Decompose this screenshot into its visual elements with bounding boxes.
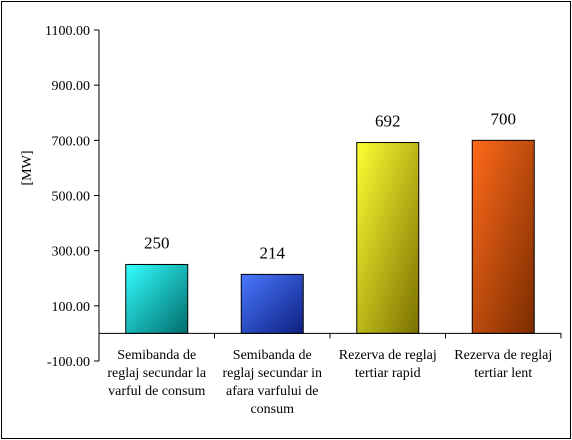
- x-axis: Semibanda de reglaj secundar la varful de …: [98, 332, 562, 417]
- data-label: 700: [491, 109, 517, 128]
- y-tick-label: 700.00: [52, 134, 91, 149]
- x-tick-label: Semibanda de reglaj secundar in afara varf…: [222, 348, 322, 417]
- x-tick-label: Rezerva de reglaj tertiar lent: [454, 348, 552, 381]
- bar: [240, 273, 304, 334]
- y-tick-label: -100.00: [47, 355, 90, 370]
- y-tick-label: 100.00: [52, 300, 91, 315]
- x-tick-label: Rezerva de reglaj tertiar rapid: [339, 348, 437, 381]
- y-tick-label: 300.00: [52, 245, 91, 260]
- bar: [356, 142, 420, 334]
- bars: 250 214 692 700: [125, 109, 535, 334]
- y-tick-label: 900.00: [52, 79, 91, 94]
- x-tick-label: Semibanda de reglaj secundar la varful de …: [107, 348, 207, 399]
- y-axis-label: [MW]: [20, 151, 35, 186]
- data-label: 214: [260, 243, 286, 262]
- bar: [125, 263, 189, 334]
- y-tick-label: 500.00: [52, 190, 91, 205]
- data-label: 692: [375, 112, 401, 131]
- y-axis: -100.00 100.00 300.00 500.00 700.00 900.00 110…: [45, 24, 100, 370]
- bar: [471, 139, 535, 334]
- y-tick-label: 1100.00: [45, 24, 90, 39]
- data-label: 250: [144, 233, 170, 252]
